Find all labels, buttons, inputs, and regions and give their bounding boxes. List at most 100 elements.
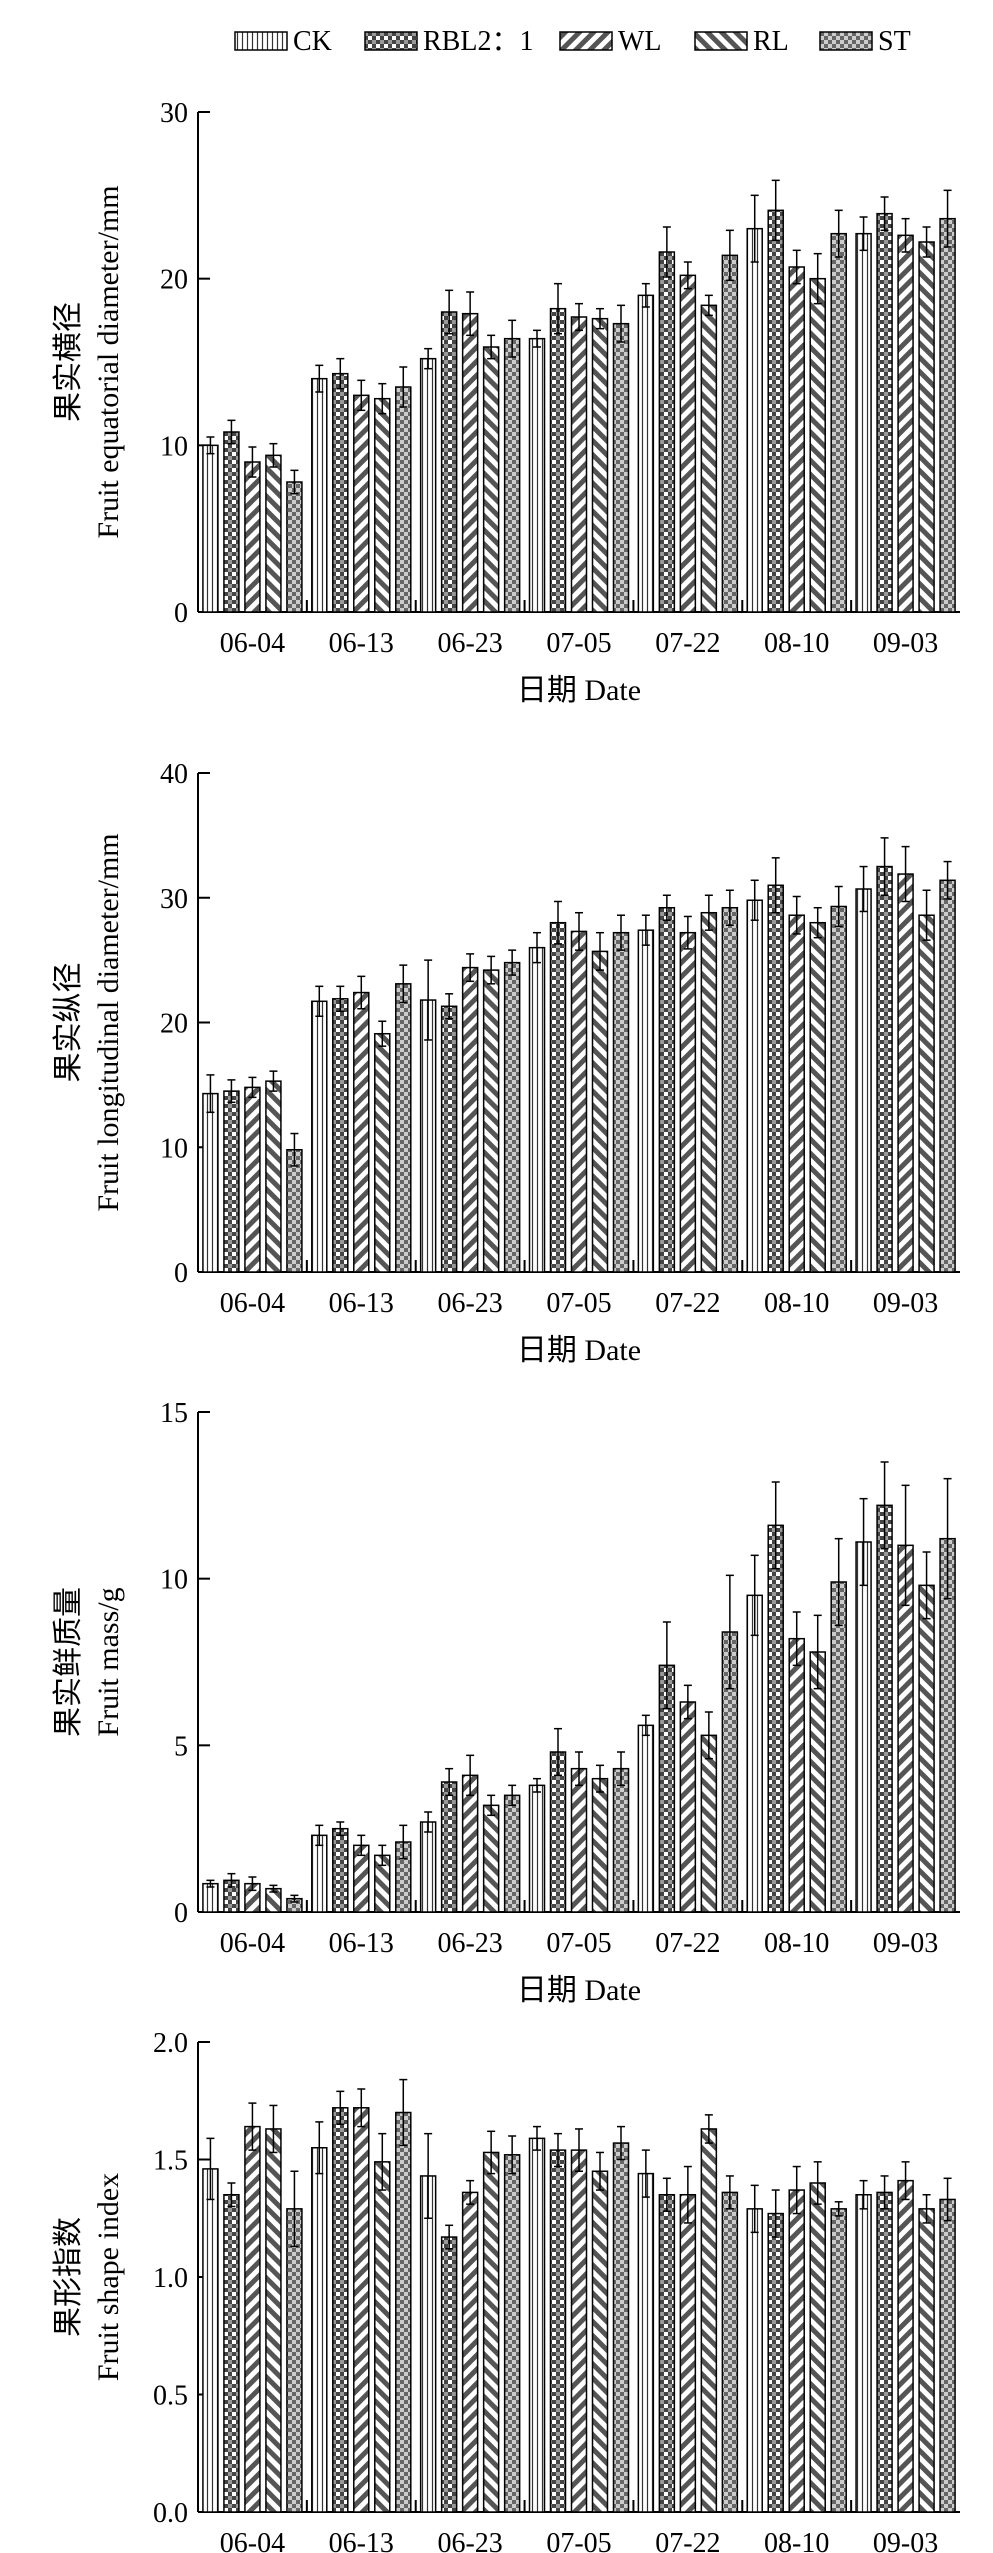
bar-ck-07-05 bbox=[528, 337, 546, 613]
bar-rl-06-13 bbox=[374, 397, 391, 613]
y-axis-label-cn: 果实纵径 bbox=[52, 963, 85, 1083]
x-tick-label: 06-23 bbox=[437, 1928, 502, 1959]
y-axis-label-cn: 果形指数 bbox=[52, 2217, 85, 2337]
bar-ck-07-22 bbox=[637, 2172, 655, 2513]
y-axis-label-en: Fruit shape index bbox=[92, 2173, 125, 2381]
x-tick-label: 06-13 bbox=[329, 1928, 394, 1959]
y-tick-label: 1.0 bbox=[153, 2263, 188, 2294]
bar-wl-07-22 bbox=[679, 1701, 697, 1913]
chart-panel-2: 0 10 20 30 40 06-04 06-13 06-23 07-05 07-22 08-10 0… bbox=[52, 759, 960, 1367]
bar-rl-06-04 bbox=[265, 1080, 282, 1273]
bar-rl-06-13 bbox=[374, 1032, 391, 1273]
y-axis-label-en: Fruit equatorial diameter/mm bbox=[92, 185, 125, 538]
bar-rl-09-03 bbox=[918, 914, 935, 1273]
bar-rbl21-09-03 bbox=[876, 212, 893, 613]
y-tick-label: 20 bbox=[160, 265, 188, 296]
bar-ck-06-23 bbox=[419, 357, 437, 613]
bar-st-09-03 bbox=[939, 217, 956, 613]
bar-ck-07-22 bbox=[637, 1724, 655, 1913]
bar-ck-09-03 bbox=[855, 2194, 872, 2513]
x-tick-label: 06-13 bbox=[329, 2528, 394, 2553]
bar-ck-09-03 bbox=[855, 232, 872, 613]
legend-entry-rbl21: RBL2：1 bbox=[364, 26, 533, 57]
y-tick-label: 0.0 bbox=[153, 2498, 188, 2529]
bar-rl-08-10 bbox=[809, 921, 826, 1273]
bar-st-07-05 bbox=[612, 931, 630, 1273]
bar-ck-09-03 bbox=[855, 888, 872, 1273]
bar-ck-07-22 bbox=[637, 929, 655, 1273]
y-axis-label-cn: 果实横径 bbox=[52, 302, 85, 422]
y-tick-label: 15 bbox=[160, 1398, 188, 1429]
bar-rbl21-06-13 bbox=[332, 998, 349, 1273]
bar-rl-09-03 bbox=[918, 1584, 935, 1913]
bar-ck-06-04 bbox=[202, 1882, 219, 1913]
y-axis-label-en: Fruit longitudinal diameter/mm bbox=[92, 833, 125, 1211]
bar-rl-07-05 bbox=[591, 950, 609, 1273]
bar-rbl21-08-10 bbox=[767, 209, 784, 613]
bar-st-06-04 bbox=[286, 1148, 303, 1273]
bar-rbl21-06-13 bbox=[332, 2107, 349, 2513]
x-tick-label: 06-04 bbox=[220, 2528, 285, 2553]
bar-rl-09-03 bbox=[918, 2208, 935, 2513]
x-axis-label: 日期 Date bbox=[517, 1334, 641, 1367]
bar-rl-06-23 bbox=[482, 1804, 500, 1913]
bar-rl-07-22 bbox=[700, 911, 718, 1273]
bar-ck-06-04 bbox=[202, 2168, 219, 2513]
y-tick-label: 30 bbox=[160, 98, 188, 129]
bar-rbl21-09-03 bbox=[876, 865, 893, 1273]
bar-st-07-22 bbox=[721, 2191, 739, 2513]
legend-entry-wl: WL bbox=[559, 26, 662, 57]
bar-wl-06-04 bbox=[244, 2125, 261, 2513]
bar-wl-09-03 bbox=[897, 873, 914, 1273]
bar-st-07-05 bbox=[612, 2142, 630, 2513]
y-tick-label: 40 bbox=[160, 759, 188, 790]
y-tick-label: 1.5 bbox=[153, 2146, 188, 2177]
x-tick-label: 09-03 bbox=[873, 2528, 938, 2553]
bar-wl-06-23 bbox=[461, 966, 479, 1273]
bar-ck-08-10 bbox=[746, 899, 763, 1273]
bar-rl-07-22 bbox=[700, 304, 718, 613]
bar-st-06-13 bbox=[395, 2111, 412, 2513]
bar-ck-07-22 bbox=[637, 294, 655, 613]
bar-wl-07-22 bbox=[679, 2194, 697, 2513]
bar-wl-09-03 bbox=[897, 2179, 914, 2513]
bar-wl-06-23 bbox=[461, 2191, 479, 2513]
x-tick-label: 06-13 bbox=[329, 628, 394, 659]
bar-rbl21-07-05 bbox=[549, 307, 567, 613]
legend-entry-ck: CK bbox=[234, 26, 332, 57]
bar-ck-06-23 bbox=[419, 999, 437, 1273]
chart-panel-4: 0.0 0.5 1.0 1.5 2.0 06-04 06-13 06-23 07-05 07-22… bbox=[52, 2028, 960, 2553]
bar-wl-06-13 bbox=[353, 991, 370, 1273]
bar-st-06-04 bbox=[286, 481, 303, 613]
x-tick-label: 06-04 bbox=[220, 1288, 285, 1319]
bar-st-07-22 bbox=[721, 254, 739, 613]
bar-wl-08-10 bbox=[788, 266, 805, 613]
bar-rl-06-23 bbox=[482, 346, 500, 613]
bar-rbl21-06-13 bbox=[332, 1827, 349, 1913]
y-axis-label-cn: 果实鲜质量 bbox=[52, 1587, 85, 1737]
bar-ck-06-04 bbox=[202, 444, 219, 613]
legend-label: WL bbox=[618, 26, 662, 57]
bar-st-06-23 bbox=[503, 2154, 521, 2513]
legend-swatch bbox=[819, 31, 873, 51]
y-axis-label-en: Fruit mass/g bbox=[92, 1587, 125, 1736]
bar-st-07-05 bbox=[612, 322, 630, 613]
legend-label: RBL2：1 bbox=[423, 26, 533, 57]
y-tick-label: 0 bbox=[174, 1258, 188, 1289]
chart-panel-1: 0 10 20 30 06-04 06-13 06-23 07-05 07-22 08-10 09-… bbox=[52, 98, 960, 707]
x-tick-label: 09-03 bbox=[873, 1928, 938, 1959]
x-tick-label: 07-05 bbox=[546, 628, 611, 659]
bar-wl-08-10 bbox=[788, 2189, 805, 2513]
y-tick-label: 0 bbox=[174, 1898, 188, 1929]
y-tick-label: 0 bbox=[174, 598, 188, 629]
bar-rl-06-23 bbox=[482, 2151, 500, 2513]
bar-rbl21-07-22 bbox=[658, 2194, 676, 2513]
bar-rbl21-06-23 bbox=[440, 311, 458, 613]
bar-ck-08-10 bbox=[746, 2208, 763, 2513]
x-tick-label: 07-22 bbox=[655, 1288, 720, 1319]
bar-rbl21-08-10 bbox=[767, 884, 784, 1273]
bar-st-06-13 bbox=[395, 386, 412, 613]
bar-rbl21-07-22 bbox=[658, 251, 676, 613]
bar-wl-08-10 bbox=[788, 1637, 805, 1913]
